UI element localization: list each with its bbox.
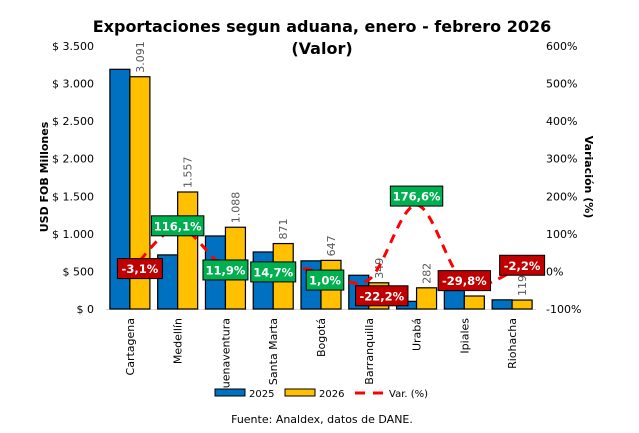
value-label-2026: 282 [421, 263, 434, 284]
category-label: Urabá [411, 318, 424, 351]
legend-label-2026: 2026 [319, 389, 344, 400]
y2-tick-label: 0% [546, 265, 563, 278]
variation-label-text: -29,8% [442, 274, 487, 288]
chart-title: Exportaciones segun aduana, enero - febr… [93, 17, 552, 36]
variation-label-box [305, 269, 345, 291]
y-tick-label: $ 1.000 [52, 228, 94, 241]
legend-label-var: Var. (%) [389, 389, 428, 400]
variation-label: -22,2% [355, 285, 409, 307]
source-note: Fuente: Analdex, datos de DANE. [231, 413, 413, 426]
y-tick-label: $ 3.000 [52, 78, 94, 91]
variation-label-text: 1,0% [309, 274, 341, 288]
variation-label-text: -3,1% [122, 262, 159, 276]
value-label-2026: 119 [516, 275, 529, 296]
variation-label: -29,8% [437, 270, 492, 292]
y-tick-label: $ 1.500 [52, 190, 94, 203]
variation-label: 176,6% [389, 185, 444, 207]
variation-label: 116,1% [150, 215, 205, 237]
category-label: Buenaventura [219, 318, 232, 396]
value-label-2026: 3.091 [134, 41, 147, 73]
y2-axis-label: Variación (%) [582, 136, 595, 219]
y-tick-label: $ 3.500 [52, 40, 94, 53]
variation-label-box [355, 285, 409, 307]
category-label: Ipiales [458, 318, 471, 354]
y-tick-label: $ 0 [77, 303, 95, 316]
variation-label-text: 176,6% [393, 190, 441, 204]
variation-label-text: 116,1% [154, 219, 202, 233]
y2-tick-label: 500% [546, 78, 577, 91]
variation-label-box [499, 254, 546, 276]
y2-tick-label: -100% [546, 303, 581, 316]
value-label-2026: 647 [325, 235, 338, 256]
variation-label-box [116, 258, 163, 280]
variation-label-box [150, 215, 205, 237]
y-tick-label: $ 500 [63, 265, 95, 278]
legend-swatch-2025 [214, 388, 246, 397]
legend-swatch-2026 [284, 388, 316, 397]
variation-label-text: -2,2% [504, 259, 541, 273]
variation-label-box [437, 270, 492, 292]
chart-subtitle: (Valor) [291, 39, 352, 58]
y-tick-label: $ 2.000 [52, 153, 94, 166]
variation-label-text: 14,7% [253, 265, 293, 279]
category-label: Riohacha [506, 318, 519, 369]
y2-tick-label: 100% [546, 228, 577, 241]
bar-2026 [511, 299, 533, 310]
variation-label: 14,7% [250, 261, 297, 283]
variation-label: 11,9% [202, 259, 249, 281]
category-label: Bogotá [315, 318, 328, 357]
y2-tick-label: 600% [546, 40, 577, 53]
variation-label-box [389, 185, 444, 207]
bar-2026 [463, 295, 485, 310]
variation-label-box [202, 259, 249, 281]
y2-tick-label: 200% [546, 190, 577, 203]
category-label: Cartagena [124, 318, 137, 375]
bar-2026 [129, 76, 151, 310]
category-label: Medellín [172, 318, 185, 364]
legend: 2025 2026 Var. (%) [214, 388, 428, 400]
legend-label-2025: 2025 [249, 389, 274, 400]
bar-2026 [177, 191, 199, 310]
y-axis-label: USD FOB Millones [38, 121, 51, 232]
bar-2025 [443, 289, 465, 310]
y2-tick-label: 300% [546, 153, 577, 166]
variation-label: -3,1% [116, 258, 163, 280]
variation-label-text: -22,2% [359, 289, 404, 303]
bar-2026 [415, 287, 438, 310]
variation-label: 1,0% [305, 269, 345, 291]
category-label: Santa Marta [267, 318, 280, 385]
variation-label-box [250, 261, 297, 283]
y2-tick-label: 400% [546, 115, 577, 128]
value-label-2026: 1.088 [229, 192, 242, 224]
variation-label-text: 11,9% [205, 263, 245, 277]
value-label-2026: 871 [277, 219, 290, 240]
category-label: Barranquilla [363, 318, 376, 385]
bar-2025 [491, 299, 513, 310]
y-tick-label: $ 2.500 [52, 115, 94, 128]
variation-label: -2,2% [499, 254, 546, 276]
value-label-2026: 1.557 [182, 157, 195, 189]
